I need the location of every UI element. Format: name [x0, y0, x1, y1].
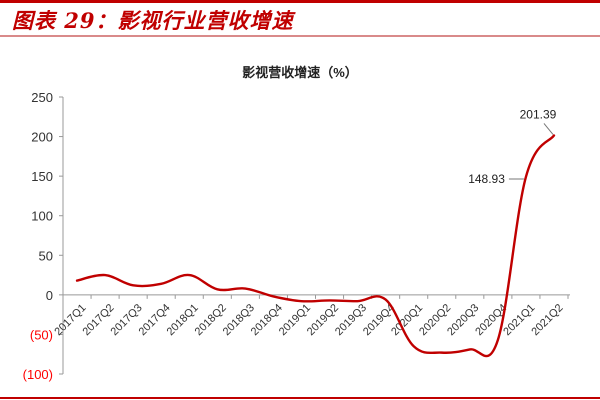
y-tick-label: 50: [39, 248, 53, 263]
data-labels: 148.93 201.39: [468, 107, 556, 186]
series-line: [75, 134, 556, 358]
figure-title: 图表 29：影视行业营收增速: [12, 8, 294, 33]
y-tick-label: (100): [23, 367, 53, 382]
series-path: [75, 134, 556, 358]
data-label: 201.39: [520, 107, 557, 121]
y-tick-label: 100: [31, 209, 53, 224]
y-tick-label: 0: [46, 288, 53, 303]
y-axis: 250 200 150 100 50 0 (50) (100): [23, 90, 64, 382]
title-rule: [0, 35, 600, 37]
data-label: 148.93: [468, 172, 505, 186]
top-rule: [0, 0, 600, 3]
y-tick-label: 250: [31, 90, 53, 105]
y-tick-label: 150: [31, 169, 53, 184]
y-tick-label: 200: [31, 130, 53, 145]
chart-title: 影视营收增速（%）: [242, 65, 358, 80]
x-tick-label: 2021Q2: [529, 302, 565, 338]
y-tick-label: (50): [30, 327, 53, 342]
bottom-rule: [0, 397, 600, 399]
